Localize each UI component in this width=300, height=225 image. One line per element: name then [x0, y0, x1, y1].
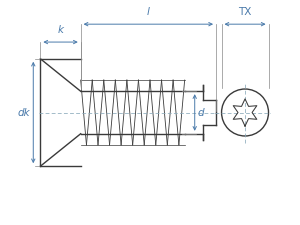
Text: dk: dk — [18, 108, 31, 117]
Text: d: d — [198, 108, 204, 117]
Text: k: k — [58, 25, 64, 35]
Text: TX: TX — [238, 7, 252, 17]
Text: l: l — [147, 7, 150, 17]
